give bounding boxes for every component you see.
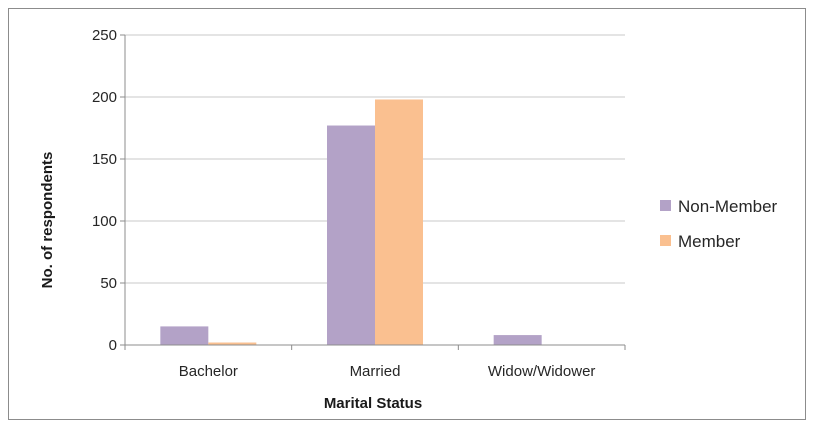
bar-non-member-bachelor	[160, 326, 209, 345]
x-axis-title: Marital Status	[324, 395, 422, 412]
legend: Non-Member Member	[660, 197, 778, 251]
y-tick-label: 100	[92, 213, 117, 230]
bar-non-member-widow-widower	[493, 335, 542, 345]
bar-non-member-married	[327, 125, 375, 346]
x-tick-labels: Bachelor Married Widow/Widower	[179, 363, 596, 380]
y-tick-label: 200	[92, 89, 117, 106]
bar-member-married	[375, 99, 423, 345]
x-tick-label: Married	[350, 363, 401, 380]
legend-swatch-member	[660, 235, 671, 246]
y-tick-label: 150	[92, 151, 117, 168]
x-tick-label: Widow/Widower	[488, 363, 596, 380]
y-tick-label: 50	[100, 275, 117, 292]
y-tick-label: 250	[92, 27, 117, 44]
bar-member-bachelor	[208, 342, 257, 345]
legend-label: Member	[678, 232, 741, 251]
y-tick-label: 0	[109, 337, 117, 354]
y-tick-labels: 0 50 100 150 200 250	[92, 27, 117, 354]
x-tick-label: Bachelor	[179, 363, 238, 380]
axes	[120, 34, 626, 350]
legend-swatch-non-member	[660, 200, 671, 211]
bars	[160, 99, 542, 346]
y-axis-title: No. of respondents	[39, 152, 56, 289]
legend-label: Non-Member	[678, 197, 778, 216]
